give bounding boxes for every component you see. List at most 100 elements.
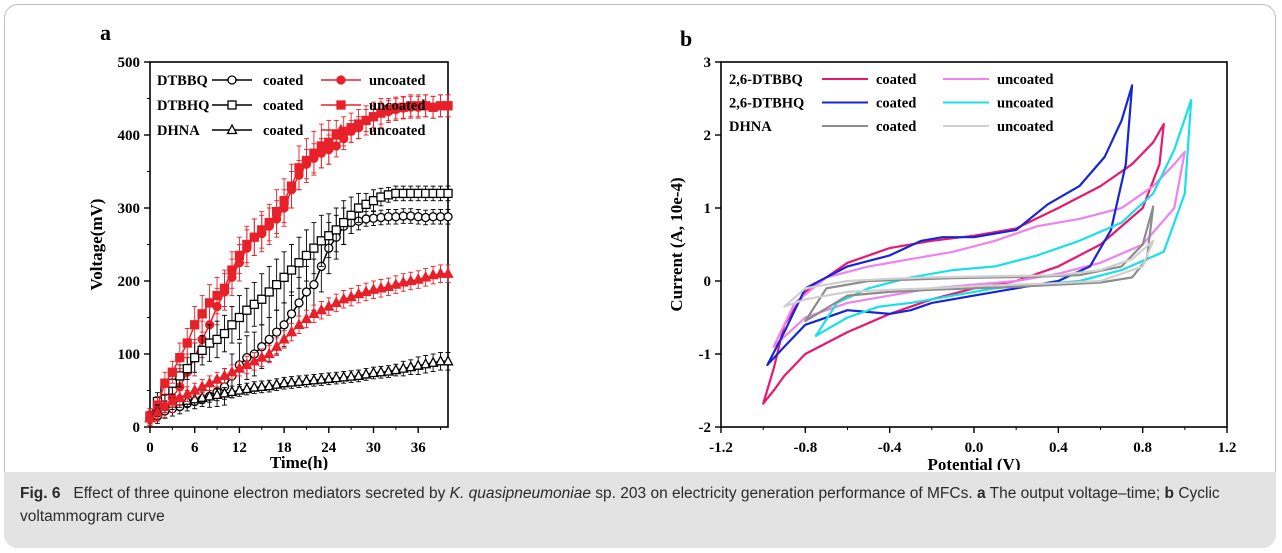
panel-a-data-point (406, 188, 416, 199)
panel-a-data-point (241, 382, 253, 394)
panel-a-data-point (367, 366, 380, 378)
caption-text-1: Effect of three quinone electron mediato… (73, 485, 446, 502)
panel-a-data-point (443, 212, 453, 222)
panel-a-data-point (338, 370, 350, 382)
panel-a-legend-marker-uncoated (335, 123, 347, 135)
panel-a-legend-label: DTBBQ (157, 73, 208, 89)
panel-a-data-point (233, 384, 245, 395)
panel-a-data-point (219, 283, 230, 293)
panel-a-legend-marker-uncoated (336, 100, 346, 110)
panel-a-data-point (434, 354, 447, 366)
panel-a-data-point (212, 334, 222, 345)
panel-a-data-point (190, 352, 200, 363)
panel-a-data-point (435, 188, 446, 199)
panel-b-y-axis-label: Current (A, 10e-4) (667, 177, 686, 311)
panel-a-data-point (212, 290, 222, 301)
panel-a-y-tick-label: 0 (133, 420, 141, 436)
panel-a-data-point (300, 312, 313, 324)
panel-a-data-point (227, 320, 237, 330)
panel-a-data-point (204, 389, 216, 401)
panel-a-data-point (397, 362, 409, 373)
panel-a-data-point (182, 338, 192, 348)
panel-a-data-point (226, 385, 238, 397)
panel-a-data-point (405, 274, 417, 286)
panel-a-data-point (278, 376, 290, 388)
panel-a-data-point (256, 351, 268, 362)
panel-b-legend-uncoated-text: uncoated (997, 72, 1053, 88)
caption-part-a: a (976, 485, 986, 502)
panel-a-data-point (376, 212, 386, 223)
panel-b-x-axis-label: Potential (V) (927, 455, 1020, 470)
panel-b-cv-curve (766, 84, 1134, 366)
caption-part-b-text: Cyclic voltammogram curve (20, 485, 1220, 525)
panel-a-data-point (330, 296, 342, 308)
panel-a-data-point (346, 210, 356, 220)
panel-a-data-point (309, 148, 319, 158)
panel-a-data-point (204, 298, 215, 308)
panel-a-data-point (167, 367, 178, 377)
panel-a-data-point (367, 283, 380, 294)
panel-a-data-point (242, 305, 252, 315)
panel-a-data-point (324, 231, 334, 241)
panel-a-data-point (345, 290, 357, 302)
panel-a-data-point (391, 212, 401, 222)
panel-a-data-point (271, 378, 283, 389)
panel-a-data-point (249, 299, 259, 310)
panel-a-data-point (286, 309, 297, 319)
panel-a-x-tick-label: 30 (366, 440, 381, 456)
panel-a-data-point (316, 236, 327, 246)
panel-a-data-point (182, 363, 192, 374)
panel-a-data-point (427, 356, 439, 367)
caption-part-b: b (1164, 485, 1174, 502)
panel-a-data-point (324, 137, 334, 147)
panel-a-data-point (279, 320, 289, 330)
panel-a-data-point (151, 406, 164, 417)
panel-a-data-point (398, 188, 408, 199)
panel-a-data-point (279, 272, 289, 283)
panel-a-data-point (442, 267, 454, 278)
panel-a-data-point (189, 384, 201, 395)
panel-a-data-point (242, 239, 252, 250)
panel-a-data-point (390, 363, 402, 375)
panel-a-data-point (323, 372, 335, 383)
panel-a-data-point (442, 354, 454, 366)
panel-a-data-point (339, 217, 349, 228)
panel-a-data-point (271, 206, 282, 217)
panel-a-data-point (263, 347, 275, 359)
panel-a-data-point (264, 334, 274, 345)
panel-a-data-point (256, 380, 268, 392)
panel-a-data-point (227, 265, 237, 275)
panel-a-data-point (361, 214, 371, 224)
panel-a-data-point (443, 188, 453, 199)
panel-a-data-point (218, 369, 231, 381)
panel-a-data-point (263, 379, 275, 391)
panel-a-x-tick-label: 24 (321, 440, 337, 456)
panel-a-data-point (412, 359, 424, 370)
panel-a-x-tick-label: 6 (191, 440, 199, 456)
panel-a-data-point (330, 371, 342, 383)
panel-a-label: a (100, 20, 111, 45)
panel-a-data-point (271, 279, 282, 290)
panel-b-y-tick-label: 3 (704, 55, 712, 71)
panel-a-data-point (218, 387, 231, 398)
panel-b-cv-curve (814, 98, 1193, 337)
panel-b-legend-label: 2,6-DTBBQ (729, 72, 803, 88)
panel-b-x-tick-label: -0.8 (793, 440, 817, 456)
panel-a-data-point (397, 276, 409, 287)
panel-a-data-point (345, 370, 357, 381)
panel-a-data-point (196, 380, 208, 392)
panel-a-series (144, 352, 454, 425)
panel-a-data-point (323, 300, 335, 311)
panel-a-legend-label: DHNA (157, 123, 200, 139)
panel-a-data-point (294, 258, 304, 268)
panel-a-data-point (293, 375, 305, 386)
panel-b-x-tick-label: -1.2 (709, 440, 733, 456)
panel-a-legend-label: DTBHQ (157, 98, 209, 114)
panel-a-data-point (435, 101, 446, 111)
panel-a-data-point (159, 400, 171, 411)
panel-a-data-point (181, 387, 193, 399)
figure-canvas: a0 6 12 18 24 30 360100200300400500Time(h)Volt… (87, 20, 1236, 470)
panel-b-legend-label: 2,6-DTBHQ (729, 96, 804, 112)
panel-a-data-point (434, 267, 447, 278)
panel-a-data-point (301, 287, 312, 297)
